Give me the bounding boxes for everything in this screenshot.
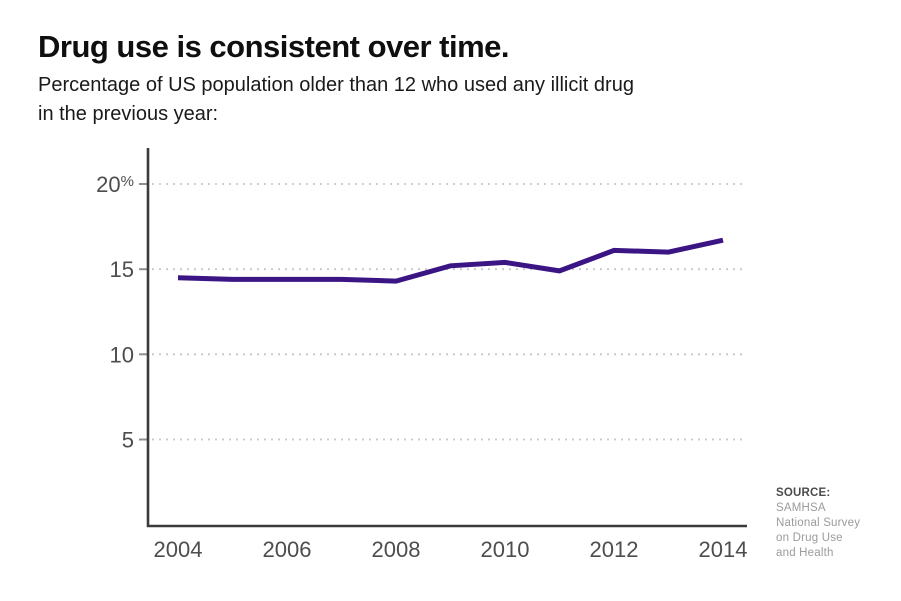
chart-subtitle-line-2: in the previous year: bbox=[38, 103, 219, 125]
x-axis-tick-label: 2010 bbox=[481, 537, 530, 562]
x-axis-tick-label: 2012 bbox=[590, 537, 639, 562]
x-axis-tick-label: 2004 bbox=[154, 537, 203, 562]
chart-subtitle: Percentage of US population older than 1… bbox=[38, 71, 798, 129]
chart-subtitle-line-1: Percentage of US population older than 1… bbox=[38, 74, 634, 96]
source-line: and Health bbox=[776, 547, 834, 559]
trend-line bbox=[177, 237, 724, 284]
source-line: National Survey bbox=[776, 517, 861, 529]
source-line: on Drug Use bbox=[776, 532, 843, 544]
y-axis-tick-label: 10 bbox=[110, 342, 134, 367]
x-axis-tick-label: 2006 bbox=[263, 537, 312, 562]
axes bbox=[146, 148, 747, 528]
source-note: SOURCE: SAMHSA National Survey on Drug U… bbox=[776, 486, 896, 561]
source-label: SOURCE: bbox=[776, 487, 831, 499]
y-axis-tick-label: 20% bbox=[96, 172, 134, 197]
chart-title: Drug use is consistent over time. bbox=[38, 29, 510, 64]
chart-header: Drug use is consistent over time. Percen… bbox=[38, 30, 798, 129]
y-axis-tick-label: 15 bbox=[110, 257, 134, 282]
x-axis-tick-label: 2014 bbox=[699, 537, 748, 562]
y-axis-tick-label: 5 bbox=[122, 428, 134, 453]
source-line: SAMHSA bbox=[776, 502, 826, 514]
x-axis-tick-label: 2008 bbox=[372, 537, 421, 562]
